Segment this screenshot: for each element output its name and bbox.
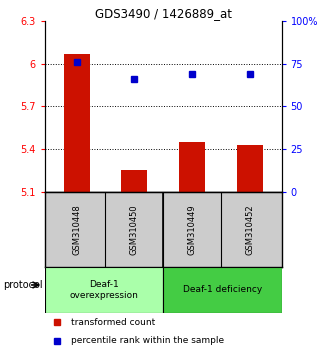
Text: GSM310450: GSM310450 <box>130 204 139 255</box>
Bar <box>179 142 205 192</box>
Text: percentile rank within the sample: percentile rank within the sample <box>71 337 224 346</box>
Text: GSM310452: GSM310452 <box>245 204 254 255</box>
Text: Deaf-1 deficiency: Deaf-1 deficiency <box>183 285 262 295</box>
Text: Deaf-1
overexpression: Deaf-1 overexpression <box>69 280 139 299</box>
Text: transformed count: transformed count <box>71 318 155 327</box>
Bar <box>64 54 90 192</box>
Bar <box>45 267 163 313</box>
Title: GDS3490 / 1426889_at: GDS3490 / 1426889_at <box>95 7 232 20</box>
Text: GSM310449: GSM310449 <box>188 204 196 255</box>
Bar <box>163 267 282 313</box>
Text: protocol: protocol <box>3 280 43 290</box>
Bar <box>121 170 147 192</box>
Bar <box>237 145 263 192</box>
Text: GSM310448: GSM310448 <box>72 204 81 255</box>
